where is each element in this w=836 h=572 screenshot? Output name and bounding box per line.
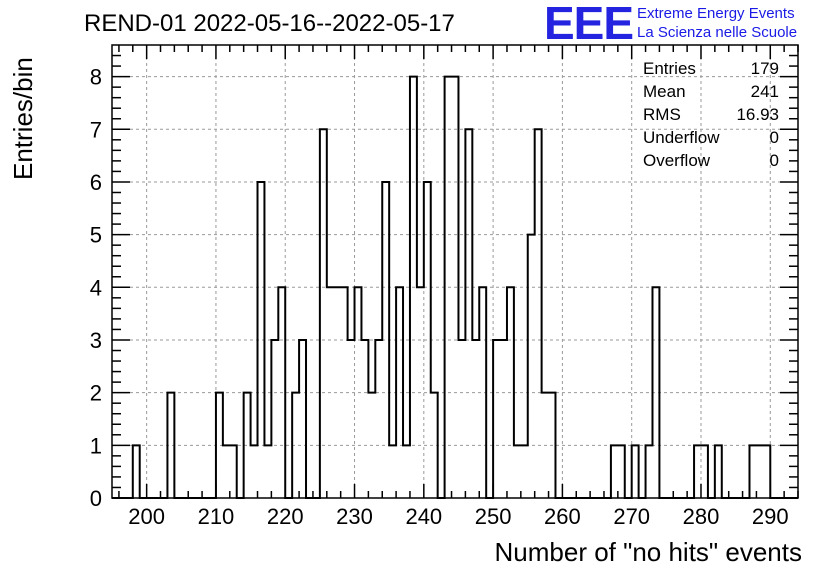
stat-key: Entries xyxy=(643,59,696,78)
grid-lines xyxy=(112,45,798,498)
y-tick-label: 8 xyxy=(90,65,102,90)
chart-title: REND-01 2022-05-16--2022-05-17 xyxy=(84,10,455,37)
y-tick-label: 5 xyxy=(90,223,102,248)
plot-frame xyxy=(111,44,799,499)
y-tick-label: 4 xyxy=(90,275,102,300)
stat-key: Overflow xyxy=(643,151,711,170)
x-tick-label: 240 xyxy=(405,504,442,529)
logo-caption: Extreme Energy Events La Scienza nelle S… xyxy=(637,4,797,42)
x-axis-label: Number of "no hits" events xyxy=(494,537,803,567)
stat-value: 179 xyxy=(750,59,779,78)
x-tick-label: 220 xyxy=(267,504,304,529)
y-tick-label: 7 xyxy=(90,117,102,142)
y-tick-label: 3 xyxy=(90,328,102,353)
axis-ticks xyxy=(112,45,799,499)
y-axis-label: Entries/bin xyxy=(8,57,38,180)
x-tick-label: 230 xyxy=(336,504,373,529)
y-tick-label: 6 xyxy=(90,170,102,195)
stat-key: Mean xyxy=(643,82,686,101)
x-tick-label: 290 xyxy=(752,504,789,529)
stat-value: 0 xyxy=(769,128,779,147)
stat-key: RMS xyxy=(643,105,681,124)
x-tick-label: 260 xyxy=(544,504,581,529)
x-tick-label: 200 xyxy=(128,504,165,529)
x-tick-label: 250 xyxy=(475,504,512,529)
tick-labels: 200 210 220 230 240 250 260 270 280 290 0 1 2 3 4 5 6 7 8 xyxy=(90,65,789,529)
x-tick-label: 270 xyxy=(613,504,650,529)
y-tick-label: 1 xyxy=(90,433,102,458)
x-tick-label: 210 xyxy=(198,504,235,529)
x-tick-label: 280 xyxy=(683,504,720,529)
logo-line-1: Extreme Energy Events xyxy=(637,5,795,22)
histogram-series xyxy=(112,75,798,499)
stat-value: 16.93 xyxy=(736,105,779,124)
logo-line-2: La Scienza nelle Scuole xyxy=(637,24,798,41)
stat-value: 241 xyxy=(750,82,779,101)
eee-logo: EEE xyxy=(544,0,634,49)
stat-value: 0 xyxy=(769,151,779,170)
y-tick-label: 0 xyxy=(90,486,102,511)
stat-key: Underflow xyxy=(643,128,720,147)
y-tick-label: 2 xyxy=(90,381,102,406)
